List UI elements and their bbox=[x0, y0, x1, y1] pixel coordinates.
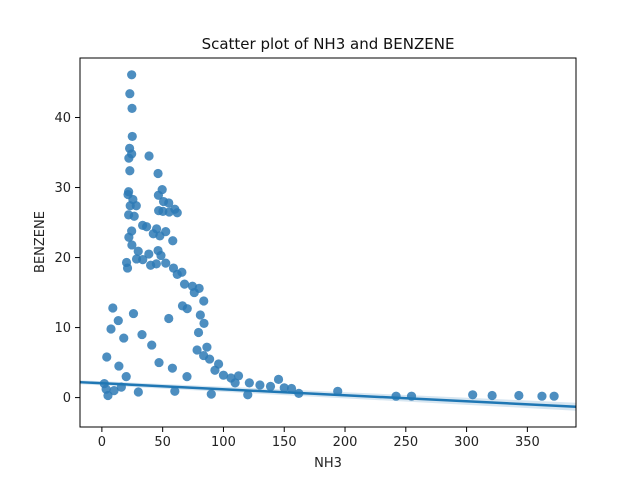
scatter-point bbox=[127, 240, 137, 250]
y-tick-label: 0 bbox=[63, 391, 71, 406]
scatter-point bbox=[113, 315, 123, 326]
scatter-point bbox=[124, 187, 134, 197]
scatter-point bbox=[202, 342, 212, 352]
x-tick-label: 300 bbox=[454, 435, 479, 450]
y-tick-label: 20 bbox=[54, 251, 71, 266]
scatter-point bbox=[161, 258, 171, 268]
x-axis-label: NH3 bbox=[314, 456, 342, 471]
scatter-point bbox=[182, 371, 192, 382]
scatter-point bbox=[164, 198, 174, 208]
scatter-point bbox=[487, 390, 497, 401]
regression-line bbox=[79, 380, 577, 408]
plot-area bbox=[80, 58, 576, 427]
plot-frame bbox=[79, 57, 577, 428]
y-tick-label: 10 bbox=[54, 321, 71, 336]
scatter-point bbox=[195, 310, 205, 320]
scatter-point bbox=[138, 255, 148, 265]
scatter-point bbox=[514, 390, 524, 401]
y-tick-label: 40 bbox=[54, 111, 71, 126]
scatter-point bbox=[121, 371, 131, 382]
scatter-point bbox=[102, 352, 112, 362]
scatter-point bbox=[192, 345, 202, 355]
scatter-point bbox=[147, 340, 157, 350]
scatter-point bbox=[204, 354, 215, 364]
x-tick-label: 350 bbox=[515, 435, 540, 450]
x-axis-ticks: 0 50 100 150 200 250 300 350 bbox=[98, 427, 540, 450]
x-tick-label: 100 bbox=[211, 435, 236, 450]
scatter-point bbox=[199, 318, 209, 328]
scatter-point bbox=[167, 363, 177, 373]
scatter-point bbox=[128, 308, 139, 319]
scatter-point bbox=[164, 313, 174, 324]
scatter-point bbox=[206, 389, 216, 399]
scatter-point bbox=[153, 168, 163, 179]
x-tick-label: 50 bbox=[154, 435, 171, 450]
scatter-point bbox=[279, 383, 289, 393]
scatter-point bbox=[210, 365, 220, 375]
scatter-point bbox=[177, 301, 188, 311]
scatter-point bbox=[273, 374, 284, 384]
y-axis-label: BENZENE bbox=[33, 211, 48, 273]
scatter-point bbox=[127, 131, 137, 142]
scatter-point bbox=[127, 70, 137, 80]
scatter-point bbox=[127, 149, 137, 159]
scatter-point bbox=[265, 381, 276, 391]
scatter-point bbox=[179, 279, 190, 289]
scatter-point bbox=[286, 383, 297, 394]
scatter-point bbox=[153, 190, 164, 200]
x-tick-label: 250 bbox=[393, 435, 418, 450]
scatter-point bbox=[108, 303, 118, 313]
scatter-point bbox=[129, 211, 139, 221]
scatter-point bbox=[144, 249, 154, 259]
x-tick-label: 200 bbox=[333, 435, 358, 450]
chart-title: Scatter plot of NH3 and BENZENE bbox=[202, 35, 455, 53]
scatter-point bbox=[199, 296, 209, 306]
scatter-point bbox=[122, 263, 133, 273]
scatter-point bbox=[131, 201, 141, 211]
scatter-point bbox=[137, 329, 147, 340]
scatter-point bbox=[230, 378, 240, 388]
scatter-point bbox=[233, 371, 244, 381]
points-layer bbox=[99, 70, 559, 401]
scatter-point bbox=[124, 232, 134, 242]
scatter-point bbox=[109, 385, 119, 396]
scatter-point bbox=[106, 324, 116, 334]
scatter-point bbox=[101, 384, 111, 394]
x-tick-label: 0 bbox=[98, 435, 106, 450]
scatter-point bbox=[155, 231, 165, 241]
scatter-point bbox=[146, 260, 156, 270]
scatter-point bbox=[218, 370, 229, 380]
y-axis-ticks: 0 10 20 30 40 bbox=[54, 111, 80, 406]
scatter-point bbox=[119, 333, 129, 343]
scatter-point bbox=[193, 327, 204, 338]
scatter-point bbox=[164, 207, 174, 217]
regression-line-layer bbox=[79, 380, 577, 408]
scatter-point bbox=[125, 166, 135, 176]
scatter-point bbox=[243, 390, 253, 400]
scatter-point bbox=[189, 287, 199, 298]
scatter-point bbox=[244, 378, 254, 388]
scatter-point bbox=[172, 208, 182, 218]
scatter-point bbox=[154, 357, 164, 368]
scatter-point bbox=[144, 151, 154, 161]
scatter-point bbox=[156, 250, 166, 261]
scatter-point bbox=[133, 246, 143, 256]
scatter-point bbox=[168, 236, 178, 246]
scatter-point bbox=[468, 390, 478, 400]
scatter-point bbox=[142, 222, 152, 232]
scatter-point bbox=[125, 89, 135, 99]
scatter-point bbox=[255, 380, 265, 390]
scatter-point bbox=[114, 361, 124, 371]
scatter-point bbox=[549, 391, 559, 401]
scatter-point bbox=[391, 391, 401, 401]
x-tick-label: 150 bbox=[272, 435, 297, 450]
scatter-point bbox=[170, 386, 180, 396]
y-tick-label: 30 bbox=[54, 181, 71, 196]
scatter-point bbox=[537, 391, 547, 401]
scatter-point bbox=[127, 103, 137, 114]
scatter-point bbox=[172, 269, 182, 279]
scatter-point bbox=[133, 387, 143, 397]
